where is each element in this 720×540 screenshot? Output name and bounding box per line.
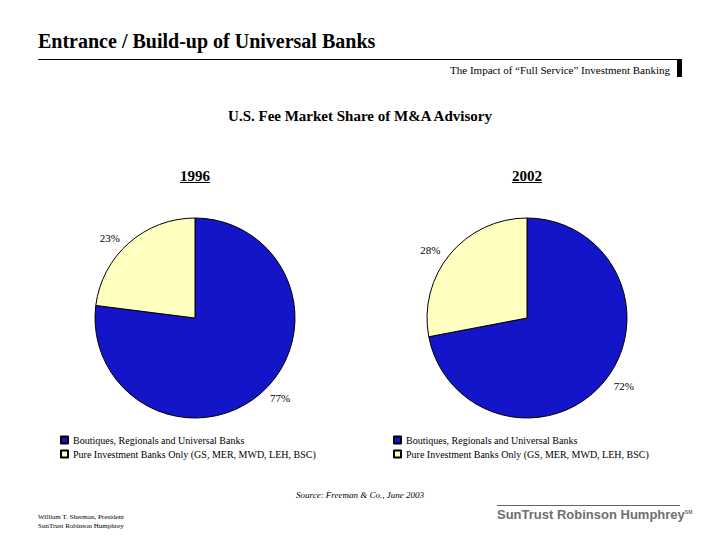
svg-text:28%: 28% (420, 244, 440, 256)
html-text:1996: 1996 (180, 168, 210, 184)
html-text:William T. Sherman, President: William T. Sherman, President (38, 513, 124, 521)
html-text:SunTrust Robinson Humphrey: SunTrust Robinson Humphrey (38, 522, 124, 530)
html-text:The Impact of “Full Service” I: The Impact of “Full Service” Investment … (450, 64, 670, 76)
html-text:Source: Freeman & Co., June 20: Source: Freeman & Co., June 2003 (296, 490, 424, 500)
html-text:SunTrust Robinson Humphrey: SunTrust Robinson Humphrey (497, 507, 685, 522)
html-text:2002: 2002 (512, 168, 542, 184)
svg-text:Boutiques, Regionals and Unive: Boutiques, Regionals and Universal Banks (73, 435, 244, 446)
svg-text:Boutiques, Regionals and Unive: Boutiques, Regionals and Universal Banks (406, 435, 577, 446)
html-text:U.S. Fee Market Share of M&A A: U.S. Fee Market Share of M&A Advisory (228, 108, 492, 124)
html-text:SM: SM (684, 508, 693, 515)
svg-text:72%: 72% (614, 380, 634, 392)
svg-text:Pure Investment Banks Only (GS: Pure Investment Banks Only (GS, MER, MWD… (73, 449, 316, 461)
html-text:Entrance / Build-up of Univers: Entrance / Build-up of Universal Banks (38, 30, 376, 52)
svg-text:77%: 77% (270, 392, 290, 404)
svg-text:23%: 23% (100, 232, 120, 244)
svg-text:Pure Investment Banks Only (GS: Pure Investment Banks Only (GS, MER, MWD… (406, 449, 649, 461)
